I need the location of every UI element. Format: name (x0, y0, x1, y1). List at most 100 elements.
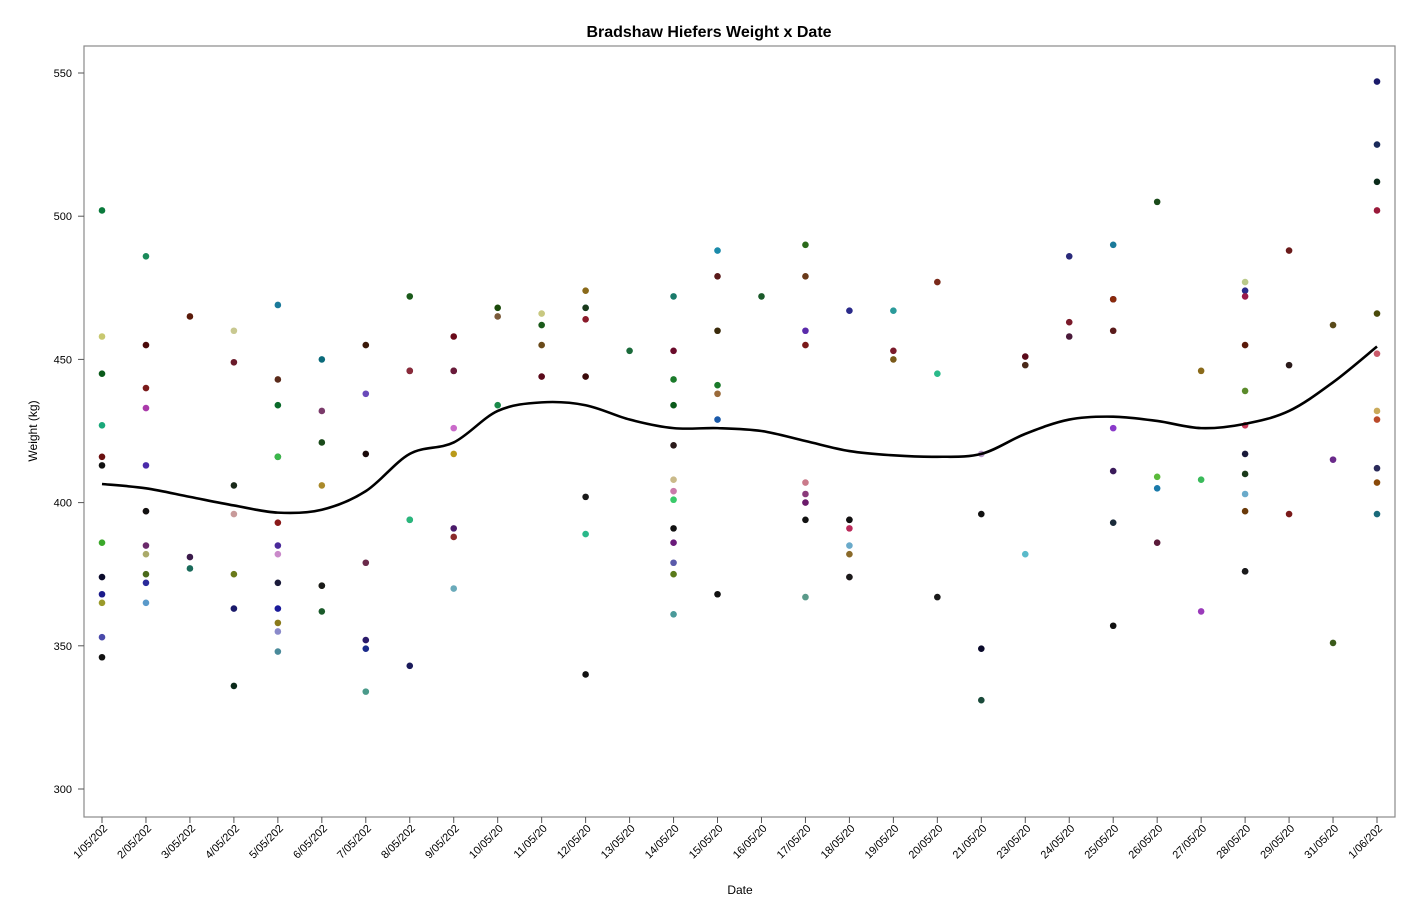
data-point (1197, 476, 1205, 483)
data-point (714, 590, 721, 598)
data-point (802, 341, 809, 349)
data-point (934, 278, 941, 286)
data-point (582, 493, 589, 501)
data-point (1197, 367, 1205, 375)
data-point (362, 636, 370, 644)
data-point (318, 608, 326, 615)
data-point (890, 307, 897, 315)
data-point (582, 373, 589, 380)
data-point (1153, 539, 1161, 546)
data-point (1329, 639, 1337, 647)
data-point (1021, 550, 1029, 558)
x-tick-label: 8/05/202 (379, 823, 418, 862)
data-point (318, 439, 326, 446)
data-point (142, 599, 150, 607)
data-point (1109, 424, 1117, 432)
data-point (230, 510, 238, 518)
x-tick-label: 18/05/20 (819, 823, 858, 862)
x-tick-label: 2/05/202 (115, 823, 154, 862)
data-point (670, 559, 677, 567)
data-point (670, 610, 677, 618)
data-point (318, 407, 326, 415)
x-tick-label: 20/05/20 (907, 823, 946, 862)
data-point (318, 356, 326, 363)
data-point (978, 510, 985, 518)
x-tick-label: 1/05/202 (71, 823, 110, 862)
data-point (1373, 464, 1381, 472)
data-point (1153, 484, 1161, 492)
data-point (450, 525, 458, 532)
data-point (1109, 327, 1117, 335)
data-point (670, 496, 677, 504)
y-tick-label: 500 (54, 211, 72, 223)
data-point (1153, 473, 1161, 481)
data-point (714, 381, 721, 389)
data-point (362, 390, 370, 398)
data-point (98, 573, 106, 581)
x-tick-label: 5/05/202 (247, 823, 286, 862)
y-tick-label: 450 (54, 354, 72, 366)
x-axis: 1/05/202 2/05/202 3/05/202 4/05/202 5/05/202… (71, 817, 1385, 861)
data-point (98, 207, 106, 214)
data-point (538, 310, 545, 317)
data-point (1373, 479, 1381, 486)
data-point (274, 648, 282, 655)
data-point (1373, 407, 1381, 415)
data-point (98, 539, 106, 546)
data-point (714, 273, 721, 280)
data-point (538, 341, 545, 349)
data-point (142, 252, 150, 260)
data-point (890, 356, 897, 363)
x-tick-label: 21/05/20 (951, 823, 990, 862)
data-point (582, 316, 589, 323)
data-point (406, 516, 414, 524)
data-point (934, 370, 941, 378)
data-point (670, 401, 677, 409)
data-point (450, 450, 458, 458)
data-point (802, 327, 809, 335)
y-tick-label: 300 (54, 784, 72, 796)
data-point (846, 550, 853, 558)
data-point (450, 333, 458, 340)
data-point (538, 321, 545, 329)
data-point (186, 553, 194, 561)
data-point (1285, 510, 1293, 518)
x-tick-label: 15/05/20 (687, 823, 726, 862)
y-tick-label: 550 (54, 68, 72, 80)
data-point (670, 539, 677, 546)
data-point (934, 593, 941, 601)
data-point (98, 421, 106, 429)
data-point (1329, 456, 1337, 463)
data-point (670, 442, 677, 449)
data-point (1109, 622, 1117, 630)
data-point (274, 628, 282, 635)
data-point (1285, 361, 1293, 369)
data-point (142, 404, 150, 412)
data-point (802, 593, 809, 601)
data-point (538, 373, 545, 380)
data-point (98, 633, 106, 641)
data-point (274, 619, 282, 627)
x-tick-label: 3/05/202 (159, 823, 198, 862)
x-tick-label: 24/05/20 (1039, 823, 1078, 862)
data-point (714, 327, 721, 335)
data-point (1373, 141, 1381, 148)
data-point (1373, 207, 1381, 214)
data-point (1241, 507, 1249, 515)
data-point (98, 333, 106, 340)
data-point (362, 450, 370, 458)
data-point (142, 550, 150, 558)
data-point (582, 530, 589, 538)
data-point (802, 479, 809, 486)
plot-area (83, 45, 1396, 818)
data-point (98, 462, 106, 469)
x-tick-label: 27/05/20 (1170, 823, 1209, 862)
data-point (98, 453, 106, 461)
data-point (362, 645, 370, 652)
data-point (1065, 252, 1073, 260)
data-point (142, 579, 150, 587)
data-point (1373, 350, 1381, 357)
data-point (494, 313, 501, 320)
y-axis-label: Weight (kg) (26, 400, 40, 461)
